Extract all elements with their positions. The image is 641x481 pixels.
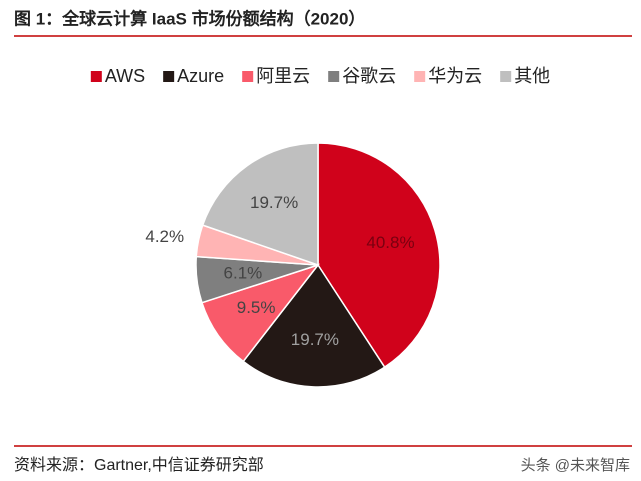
watermark: 头条 @未来智库 [521, 456, 630, 474]
legend-label: AWS [105, 66, 145, 86]
legend-swatch [500, 71, 512, 82]
legend-swatch [242, 71, 254, 82]
legend-item: 阿里云 [242, 66, 310, 86]
pie-slice [201, 142, 319, 267]
data-label: 9.5% [237, 298, 276, 317]
data-label: 6.1% [224, 264, 263, 283]
legend-swatch [414, 71, 426, 82]
data-label: 19.7% [291, 330, 339, 349]
data-label: 19.7% [250, 193, 298, 212]
legend-item: 华为云 [414, 66, 482, 86]
pie: 40.8% 19.7% 9.5% 6.1% 4.2% 19.7% [145, 142, 441, 388]
legend-swatch [163, 71, 175, 82]
legend-label: 其他 [514, 66, 550, 86]
source-note: 资料来源：Gartner,中信证券研究部 [14, 456, 264, 474]
legend-swatch [328, 71, 340, 82]
legend-item: AWS [90, 66, 145, 86]
legend-label: 谷歌云 [342, 66, 396, 86]
legend-label: 阿里云 [256, 66, 310, 86]
legend: AWS Azure 阿里云 谷歌云 华为云 其他 [90, 66, 550, 86]
legend-item: 其他 [500, 66, 550, 86]
data-label: 40.8% [366, 233, 414, 252]
legend-item: 谷歌云 [328, 66, 396, 86]
legend-label: Azure [177, 66, 224, 86]
legend-label: 华为云 [428, 66, 482, 86]
chart-title: 图 1：全球云计算 IaaS 市场份额结构（2020） [14, 8, 365, 28]
legend-item: Azure [163, 66, 224, 86]
legend-swatch [90, 71, 102, 82]
data-label: 4.2% [145, 227, 184, 246]
pie-slice [242, 263, 386, 388]
